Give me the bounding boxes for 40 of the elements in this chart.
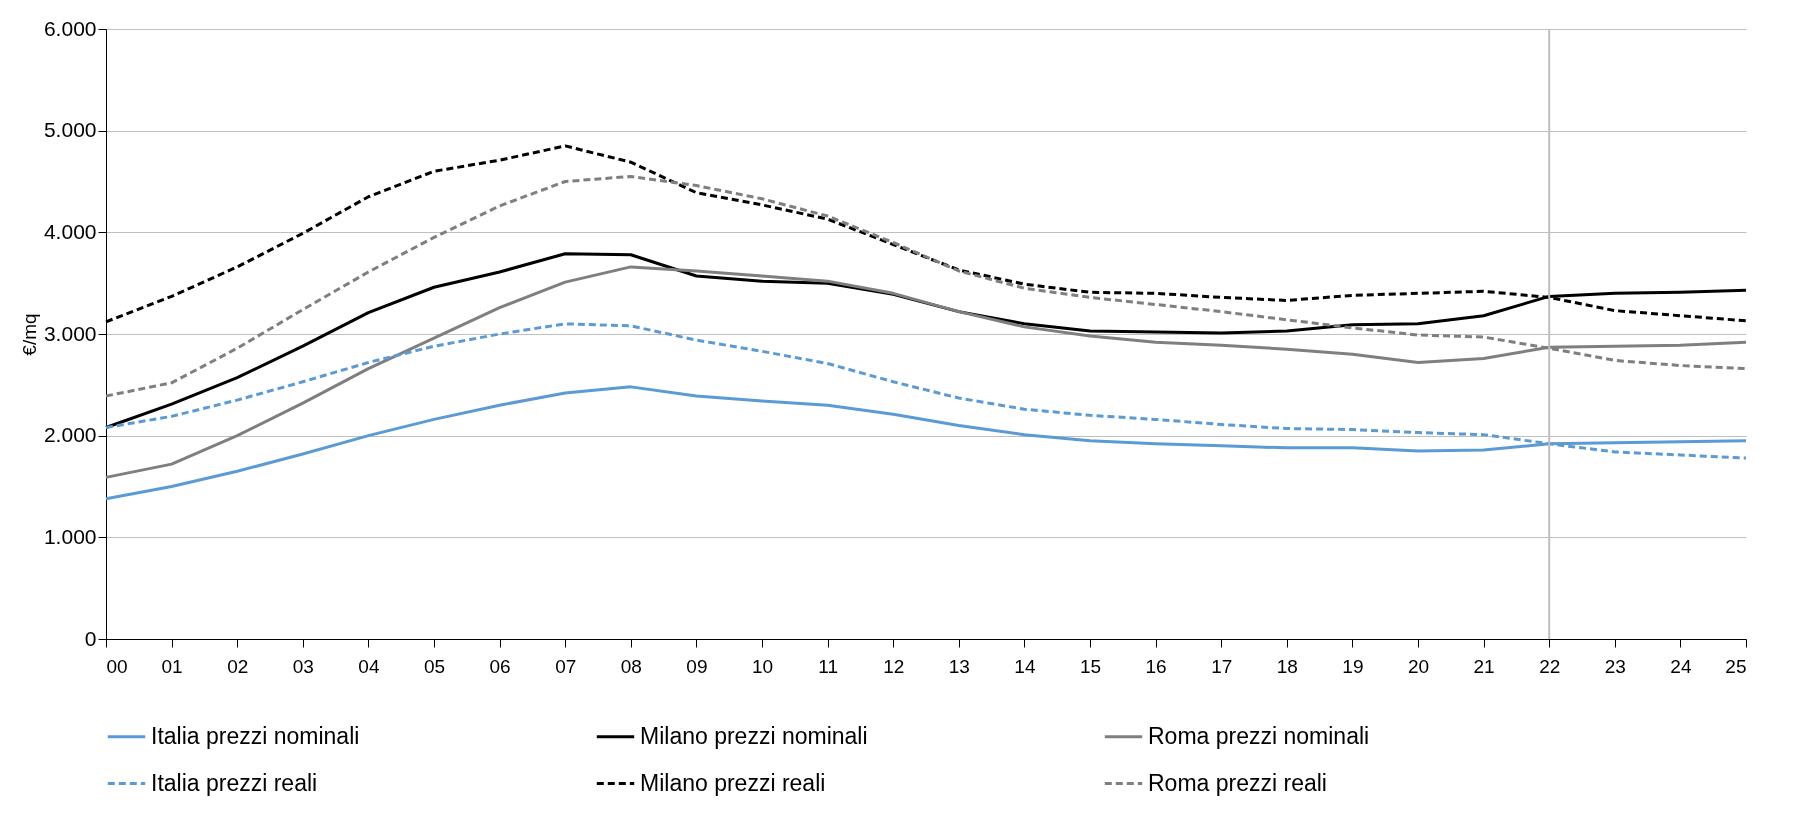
x-tick-label: 25: [1725, 655, 1747, 677]
x-tick-label: 06: [489, 655, 511, 677]
x-tick-label: 10: [751, 655, 774, 677]
y-tick-label: 6.000: [43, 16, 97, 40]
x-tick-label: 07: [555, 655, 577, 677]
y-tick-label: 0: [84, 626, 97, 650]
legend-label: Italia prezzi reali: [151, 769, 318, 796]
x-tick-label: 08: [620, 655, 642, 677]
x-tick-label: 03: [292, 655, 314, 677]
x-tick-label: 17: [1211, 655, 1233, 677]
legend-label: Italia prezzi nominali: [151, 722, 360, 749]
y-tick-label: 5.000: [43, 118, 97, 142]
x-tick-label: 20: [1407, 655, 1430, 677]
legend-label: Milano prezzi reali: [640, 769, 826, 796]
x-tick-label: 23: [1604, 655, 1626, 677]
x-tick-label: 16: [1145, 655, 1167, 677]
x-tick-label: 09: [686, 655, 708, 677]
x-tick-label: 01: [161, 655, 183, 677]
y-tick-label: 3.000: [43, 321, 97, 345]
legend-label: Roma prezzi reali: [1148, 769, 1327, 796]
x-tick-label: 02: [227, 655, 249, 677]
x-tick-label: 11: [818, 655, 838, 677]
x-tick-label: 00: [106, 655, 128, 677]
legend-label: Milano prezzi nominali: [640, 722, 868, 749]
y-tick-label: 1.000: [43, 524, 97, 548]
y-tick-label: 2.000: [43, 423, 97, 447]
x-tick-label: 24: [1670, 655, 1692, 677]
x-tick-label: 15: [1079, 655, 1102, 677]
x-tick-label: 18: [1276, 655, 1298, 677]
x-tick-label: 04: [358, 655, 380, 677]
x-tick-label: 12: [883, 655, 905, 677]
y-tick-label: 4.000: [43, 219, 97, 243]
x-tick-label: 13: [948, 655, 970, 677]
y-axis-title: €/mq: [18, 313, 40, 356]
x-tick-label: 05: [423, 655, 446, 677]
x-tick-label: 19: [1342, 655, 1364, 677]
legend-label: Roma prezzi nominali: [1148, 722, 1370, 749]
x-tick-label: 21: [1473, 655, 1495, 677]
x-tick-label: 22: [1539, 655, 1561, 677]
x-tick-label: 14: [1014, 655, 1036, 677]
